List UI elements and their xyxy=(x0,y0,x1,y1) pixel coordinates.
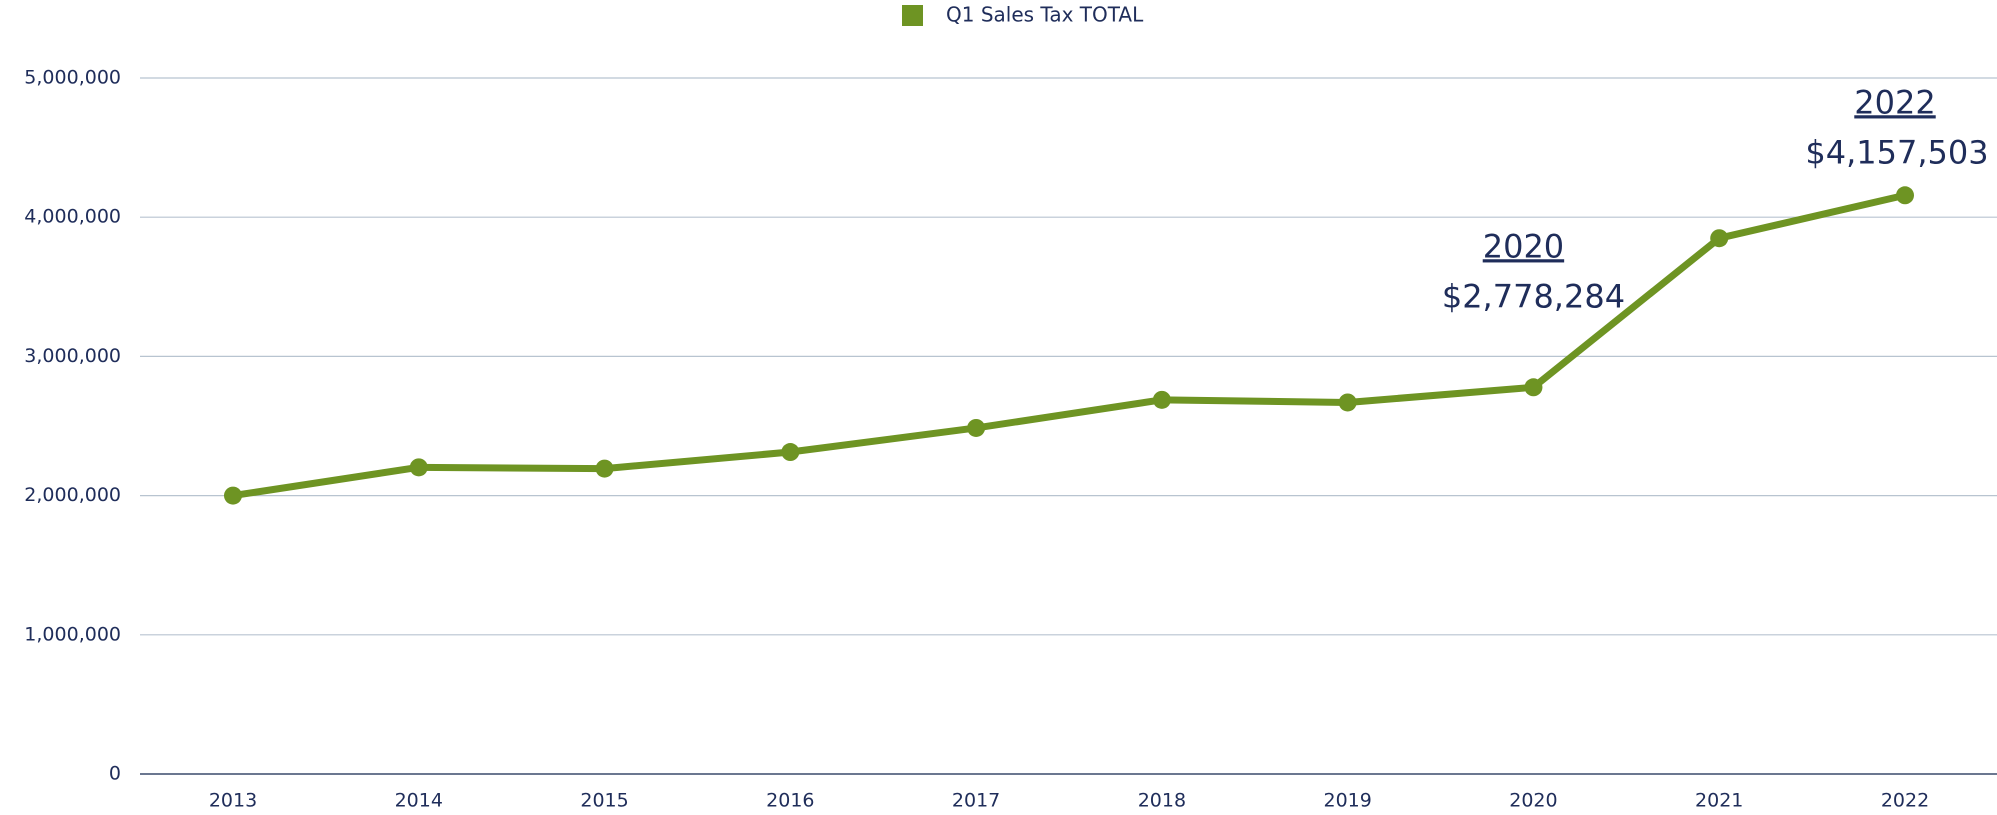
point xyxy=(1338,393,1357,412)
x-tick-label: 2015 xyxy=(580,790,628,812)
x-tick-label: 2013 xyxy=(209,790,257,812)
point xyxy=(1152,390,1171,409)
point xyxy=(224,486,242,505)
annotation-year: 2022 xyxy=(1854,83,1935,121)
data-label: $4,157,503 xyxy=(1805,133,1988,171)
data-label: $2,778,284 xyxy=(1442,277,1625,315)
point xyxy=(1524,378,1543,397)
y-tick-label: 1,000,000 xyxy=(24,623,121,645)
point xyxy=(967,418,986,437)
y-tick-label: 0 xyxy=(109,763,121,785)
legend-label: Q1 Sales Tax TOTAL xyxy=(946,3,1144,27)
x-tick-label: 2019 xyxy=(1323,790,1371,812)
x-tick-label: 2018 xyxy=(1138,790,1186,812)
line xyxy=(232,191,1906,500)
point xyxy=(409,458,428,477)
legend-swatch xyxy=(902,5,923,26)
x-tick-label: 2020 xyxy=(1509,790,1557,812)
x-tick-label: 2022 xyxy=(1881,790,1929,812)
point xyxy=(781,443,800,462)
point xyxy=(1710,229,1729,248)
x-tick-label: 2017 xyxy=(952,790,1000,812)
y-tick-label: 2,000,000 xyxy=(24,484,121,506)
x-tick-label: 2021 xyxy=(1695,790,1743,812)
x-tick-label: 2016 xyxy=(766,790,814,812)
y-tick-label: 5,000,000 xyxy=(24,67,121,89)
point xyxy=(595,459,614,478)
y-tick-label: 3,000,000 xyxy=(24,345,121,367)
x-tick-label: 2014 xyxy=(395,790,443,812)
y-tick-label: 4,000,000 xyxy=(24,206,121,228)
point xyxy=(1896,186,1914,205)
annotation-year: 2020 xyxy=(1483,227,1564,265)
